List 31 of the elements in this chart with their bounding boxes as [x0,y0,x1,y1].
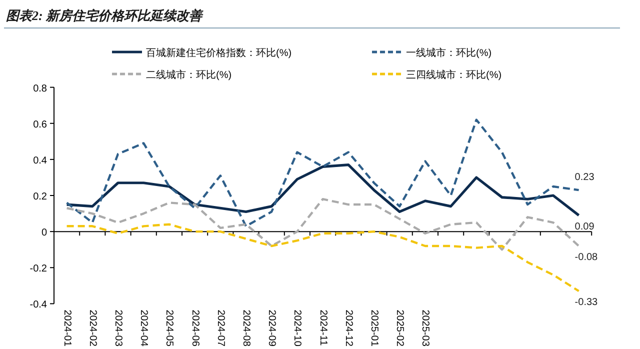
y-tick-label: 0 [41,228,48,239]
x-tick-label: 2024-11 [317,310,328,346]
x-tick-label: 2024-05 [164,310,175,347]
x-tick-label: 2025-03 [420,310,431,347]
y-tick-label: 0.2 [33,192,48,202]
legend-label: 一线城市：环比(%) [406,47,492,59]
chart-title: 图表2: 新房住宅价格环比延续改善 [6,8,204,23]
legend-label: 二线城市：环比(%) [146,69,232,81]
x-tick-label: 2024-03 [112,310,124,347]
data-label: 0.23 [574,172,595,184]
x-tick-label: 2024-01 [61,310,72,347]
x-tick-label: 2024-07 [214,310,226,347]
x-tick-label: 2024-02 [86,310,98,347]
data-label: -0.33 [574,297,598,308]
x-tick-label: 2024-04 [138,310,150,347]
legend-label: 三四线城市：环比(%) [406,69,502,81]
y-tick-label: -0.2 [30,264,48,275]
y-tick-label: 0.8 [33,83,48,94]
data-label: -0.08 [574,252,598,263]
y-tick-label: -0.4 [30,300,48,311]
x-tick-label: 2024-08 [240,310,252,347]
x-tick-label: 2024-06 [189,310,200,347]
x-tick-label: 2024-10 [292,310,303,347]
y-tick-label: 0.4 [33,155,48,166]
x-tick-label: 2025-02 [394,310,406,347]
legend-label: 百城新建住宅价格指数：环比(%) [146,47,292,59]
x-tick-label: 2024-12 [342,310,354,347]
y-tick-label: 0.6 [33,119,48,130]
data-label: 0.09 [574,221,595,232]
x-tick-label: 2025-01 [368,310,380,347]
x-tick-label: 2024-09 [266,310,278,347]
